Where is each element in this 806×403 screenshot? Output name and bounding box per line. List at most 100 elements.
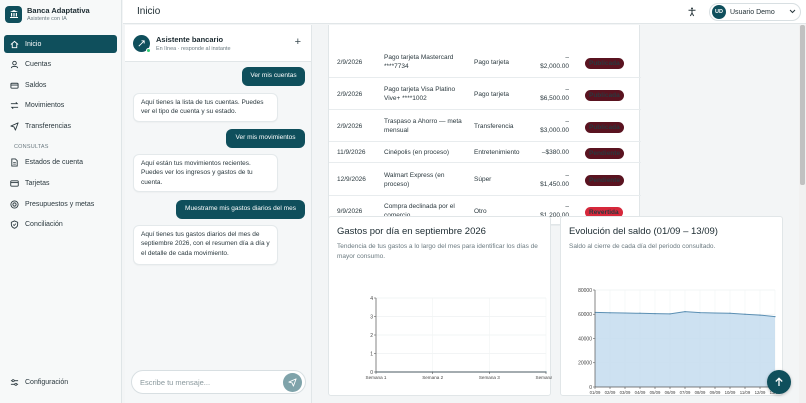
daily-spending-chart: Gastos por día en septiembre 2026 Tenden… [328,216,552,396]
online-status-dot [146,47,151,53]
status-badge: Publicada [585,121,624,133]
tx-category: Otro [474,207,487,215]
avatar: UD [712,5,726,19]
tx-category: Pago tarjeta [474,58,510,66]
y-tick-label: 40000 [578,336,592,342]
tx-description: Walmart Express (en proceso) [384,171,445,188]
x-tick-label: Semana 4 [536,375,552,380]
tx-amount-sign: – [565,171,569,179]
tx-category: Súper [474,176,492,183]
main-scrollbar[interactable] [799,25,806,403]
user-menu[interactable]: UD Usuario Demo [709,3,801,21]
top-bar: Inicio UD Usuario Demo [123,0,806,24]
transactions-table: 2/9/2026 Pago tarjeta Mastercard ****7734… [328,25,641,226]
x-tick-label: 10/09 [725,390,736,395]
chat-title: Asistente bancario [156,34,224,44]
tx-description: Pago tarjeta Mastercard ****7734 [384,54,454,70]
data-point [699,312,701,314]
x-tick-label: 01/09 [590,390,601,395]
status-badge: Pendiente [585,148,625,159]
tx-description: Cinépolis (en proceso) [384,149,450,156]
bot-message: Aquí tienes tus gastos diarios del mes d… [133,225,278,265]
tx-amount-sign: – [565,203,569,210]
sidebar-item-presupuestos[interactable]: Presupuestos y metas [4,195,117,213]
data-point [639,312,641,314]
data-point [654,313,656,315]
y-tick-label: 80000 [578,288,592,294]
x-tick-label: 04/09 [635,390,646,395]
chat-header: Asistente bancario En línea · responde a… [125,25,311,62]
sidebar-item-cuentas[interactable]: Cuentas [4,56,117,74]
x-tick-label: 12/09 [755,390,766,395]
arrows-icon [10,101,19,110]
tx-category: Pago tarjeta [474,90,510,98]
data-point [729,312,731,314]
table-row[interactable]: 12/9/2026 Walmart Express (en proceso) Súp… [329,163,641,196]
tx-amount: –$380.00 [541,149,569,156]
sidebar: Banca Adaptativa Asistente con IA Inicio… [0,0,122,403]
chat-input-box [131,370,306,394]
tx-amount-sign: – [565,86,569,93]
send-button[interactable] [283,373,302,392]
brand: Banca Adaptativa Asistente con IA [0,0,121,28]
sidebar-item-label: Saldos [25,81,47,89]
chart-title: Evolución del saldo (01/09 – 13/09) [569,226,718,237]
x-tick-label: Semana 1 [366,375,387,380]
accessibility-icon[interactable] [686,6,698,18]
balance-evolution-chart: Evolución del saldo (01/09 – 13/09) Sald… [560,216,783,396]
sidebar-item-label: Inicio [25,40,42,48]
tx-amount-sign: – [565,118,569,125]
settings-sliders-icon [10,378,19,387]
scrollbar-thumb[interactable] [800,25,805,185]
y-tick-label: 1 [370,351,373,357]
x-tick-label: 06/09 [665,390,676,395]
sidebar-item-transferencias[interactable]: Transferencias [4,117,117,135]
tx-amount: $1,200.00 [540,212,569,219]
tx-date: 12/9/2026 [337,176,366,183]
x-tick-label: 08/09 [695,390,706,395]
sidebar-item-label: Estados de cuenta [25,159,83,167]
bank-logo-icon [5,5,22,23]
table-row[interactable]: 2/9/2026 Pago tarjeta Visa Platino Vive+ … [329,78,641,110]
sidebar-item-configuracion[interactable]: Configuración [4,373,117,391]
scroll-to-top-button[interactable] [767,370,791,394]
document-icon [10,158,19,168]
chart-subtitle: Saldo al cierre de cada día del periodo … [569,243,716,250]
sidebar-item-label: Presupuestos y metas [25,200,95,208]
sidebar-item-movimientos[interactable]: Movimientos [4,97,117,115]
sidebar-item-saldos[interactable]: Saldos [4,76,117,94]
chevron-down-icon [789,9,796,16]
data-point [669,313,671,315]
user-message: Muestrame mis gastos diarios del mes [176,200,305,219]
new-chat-plus-icon[interactable]: + [294,36,301,48]
sidebar-item-tarjetas[interactable]: Tarjetas [4,175,117,193]
tx-amount: $1,450.00 [540,180,569,188]
shield-check-icon [10,220,19,230]
sidebar-item-label: Tarjetas [25,180,50,188]
sidebar-item-label: Cuentas [25,61,52,69]
x-tick-label: 07/09 [680,390,691,395]
area-fill [595,311,775,387]
y-tick-label: 2 [370,333,373,339]
data-point [774,316,776,318]
sidebar-item-inicio[interactable]: Inicio [4,35,117,53]
tx-category: Entretenimiento [474,149,520,156]
data-point [624,312,626,314]
sidebar-item-estados-de-cuenta[interactable]: Estados de cuenta [4,154,117,172]
arrow-up-icon [775,377,783,386]
sidebar-item-label: Configuración [25,378,69,386]
sidebar-item-label: Conciliación [25,221,63,229]
tx-date: 11/9/2026 [337,149,366,156]
table-row[interactable]: 2/9/2026 Pago tarjeta Mastercard ****7734… [329,46,641,78]
bot-message: Aquí están tus movimientos recientes. Pu… [133,154,278,192]
bot-message: Aquí tienes la lista de tus cuentas. Pue… [133,93,278,122]
sidebar-item-conciliacion[interactable]: Conciliación [4,216,117,234]
y-tick-label: 0 [589,385,592,391]
daily-spending-plot: 0 1 2 3 4 Semana 1 Semana 2 Semana 3 Semana 4 [366,296,552,380]
chat-input[interactable] [140,377,270,387]
main-nav: Inicio Cuentas Saldos Movimientos Transf… [0,35,121,234]
section-label: CONSULTAS [14,143,49,150]
table-row[interactable]: 11/9/2026 Cinépolis (en proceso) Entreteni… [329,142,641,163]
user-icon [10,60,19,69]
table-row[interactable]: 2/9/2026 Traspaso a Ahorro — meta mensual… [329,110,641,142]
